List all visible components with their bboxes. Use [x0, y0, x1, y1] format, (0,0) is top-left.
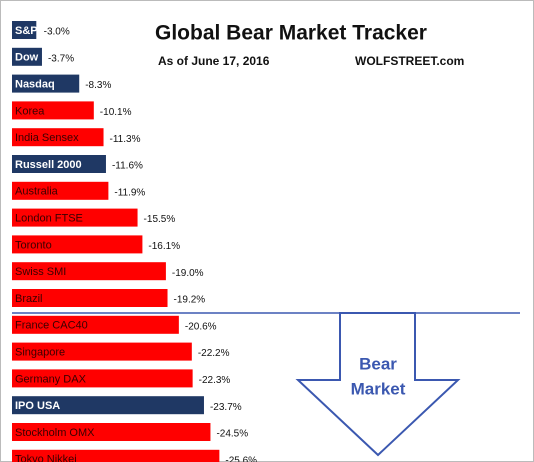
- value-label: -3.0%: [44, 27, 70, 38]
- bear-arrow: [295, 312, 461, 457]
- value-label: -22.2%: [198, 348, 230, 359]
- category-label: Dow: [15, 52, 39, 64]
- bar: [12, 262, 166, 281]
- bar: [12, 235, 143, 254]
- value-label: -11.9%: [114, 187, 145, 198]
- bar: [12, 342, 192, 361]
- value-label: -10.1%: [100, 107, 132, 118]
- annotation: Bear: [359, 354, 397, 373]
- value-label: -22.3%: [199, 375, 231, 386]
- chart-title: Global Bear Market Tracker: [155, 22, 427, 45]
- annotation: Market: [351, 379, 406, 398]
- category-label: Tokyo Nikkei: [15, 454, 77, 462]
- value-label: -19.2%: [174, 295, 206, 306]
- category-label: Swiss SMI: [15, 266, 66, 278]
- bar: [12, 289, 168, 307]
- category-label: London FTSE: [15, 213, 83, 225]
- value-label: -20.6%: [185, 321, 217, 332]
- bar: [12, 21, 37, 39]
- source: WOLFSTREET.com: [355, 54, 464, 68]
- bar: [12, 47, 42, 66]
- category-label: Singapore: [15, 347, 65, 359]
- bar: [12, 181, 109, 200]
- value-label: -16.1%: [148, 241, 180, 252]
- bar: [12, 101, 94, 120]
- category-label: Nasdaq: [15, 79, 55, 91]
- category-label: France CAC40: [15, 320, 88, 332]
- value-label: -3.7%: [48, 53, 74, 64]
- value-label: -11.3%: [110, 134, 141, 145]
- bar: [12, 155, 106, 173]
- category-label: Korea: [15, 105, 45, 117]
- value-label: -23.7%: [210, 402, 242, 413]
- category-label: Australia: [15, 186, 59, 198]
- category-label: IPO USA: [15, 400, 60, 412]
- bar: [12, 128, 104, 147]
- value-label: -25.6%: [225, 455, 257, 462]
- category-label: Russell 2000: [15, 159, 82, 171]
- value-label: -11.6%: [112, 161, 143, 172]
- chart-subtitle: As of June 17, 2016: [158, 54, 270, 68]
- value-label: -19.0%: [172, 268, 204, 279]
- value-label: -8.3%: [85, 80, 111, 91]
- category-label: Brazil: [15, 293, 43, 305]
- bar: [12, 396, 204, 415]
- bar: [12, 369, 193, 388]
- value-label: -15.5%: [144, 214, 176, 225]
- category-label: Germany DAX: [15, 373, 87, 385]
- category-label: India Sensex: [15, 132, 79, 144]
- bar: [12, 74, 80, 93]
- category-label: Toronto: [15, 239, 52, 251]
- bar: [12, 208, 138, 227]
- value-label: -24.5%: [216, 429, 248, 440]
- bar: [12, 315, 179, 334]
- category-label: S&P: [15, 25, 38, 37]
- bar: [12, 423, 211, 441]
- category-label: Stockholm OMX: [15, 427, 95, 439]
- bar: [12, 449, 220, 462]
